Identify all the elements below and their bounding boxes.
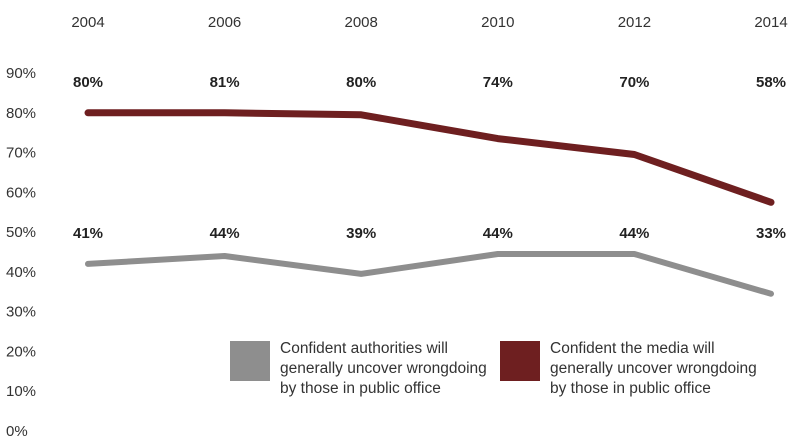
legend-swatch-media	[500, 341, 540, 381]
x-tick-label: 2006	[208, 14, 241, 31]
data-label-media: 74%	[483, 74, 513, 91]
data-label-authorities: 33%	[756, 225, 786, 242]
data-label-media: 70%	[619, 74, 649, 91]
legend-item-media: Confident the media will generally uncov…	[500, 339, 765, 399]
x-tick-label: 2004	[71, 14, 104, 31]
x-tick-label: 2010	[481, 14, 514, 31]
x-tick-label: 2008	[345, 14, 378, 31]
x-axis-ticks: 2004 2006 2008 2010 2012 2014	[71, 14, 787, 31]
data-label-authorities: 44%	[619, 225, 649, 242]
legend-label-authorities: Confident authorities will generally unc…	[280, 340, 487, 397]
x-tick-label: 2014	[754, 14, 787, 31]
data-label-media: 80%	[346, 74, 376, 91]
x-tick-label: 2012	[618, 14, 651, 31]
y-tick-label: 10%	[6, 383, 36, 400]
data-label-media: 80%	[73, 74, 103, 91]
y-tick-label: 70%	[6, 145, 36, 162]
legend-swatch-authorities	[230, 341, 270, 381]
series-line-authorities	[85, 251, 774, 297]
y-tick-label: 80%	[6, 105, 36, 122]
data-label-authorities: 44%	[210, 225, 240, 242]
data-label-authorities: 39%	[346, 225, 376, 242]
y-tick-label: 30%	[6, 304, 36, 321]
y-tick-label: 50%	[6, 224, 36, 241]
y-tick-label: 40%	[6, 264, 36, 281]
data-label-media: 58%	[756, 74, 786, 91]
data-label-authorities: 44%	[483, 225, 513, 242]
series-lines	[84, 109, 775, 297]
y-tick-label: 60%	[6, 184, 36, 201]
legend-label-media: Confident the media will generally uncov…	[550, 340, 757, 397]
y-axis-ticks: 0% 10% 20% 30% 40% 50% 60% 70% 80% 90%	[6, 65, 36, 436]
y-tick-label: 90%	[6, 65, 36, 82]
series-line-media	[84, 109, 775, 206]
data-labels: 80% 81% 80% 74% 70% 58% 41% 44% 39% 44% 44% 33%	[73, 74, 786, 242]
data-label-media: 81%	[210, 74, 240, 91]
y-tick-label: 20%	[6, 343, 36, 360]
data-label-authorities: 41%	[73, 225, 103, 242]
legend-item-authorities: Confident authorities will generally unc…	[230, 339, 500, 399]
y-tick-label: 0%	[6, 423, 28, 436]
